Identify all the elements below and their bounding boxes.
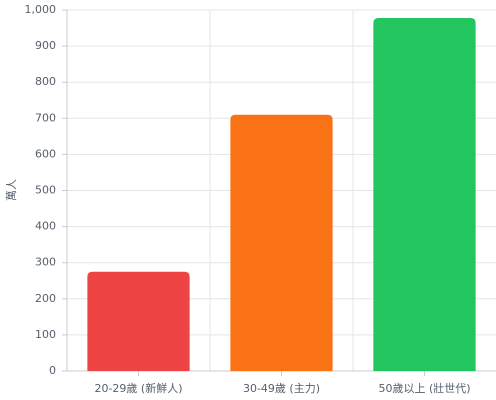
x-tick-label: 30-49歲 (主力) [243, 381, 320, 395]
y-axis-label: 萬人 [5, 179, 18, 201]
y-tick-label: 100 [35, 328, 56, 341]
y-tick-label: 500 [35, 184, 56, 197]
y-tick-label: 300 [35, 256, 56, 269]
bar [230, 114, 333, 371]
y-tick-label: 600 [35, 147, 56, 160]
y-tick-label: 700 [35, 111, 56, 124]
y-tick-label: 900 [35, 39, 56, 52]
bar [373, 17, 476, 372]
x-tick-label: 20-29歲 (新鮮人) [94, 381, 182, 395]
y-tick-label: 400 [35, 220, 56, 233]
bar [87, 271, 190, 371]
x-tick-label: 50歲以上 (壯世代) [378, 381, 470, 395]
y-tick-label: 0 [49, 364, 56, 377]
y-tick-label: 1,000 [25, 3, 57, 16]
y-tick-label: 800 [35, 75, 56, 88]
y-tick-label: 200 [35, 292, 56, 305]
